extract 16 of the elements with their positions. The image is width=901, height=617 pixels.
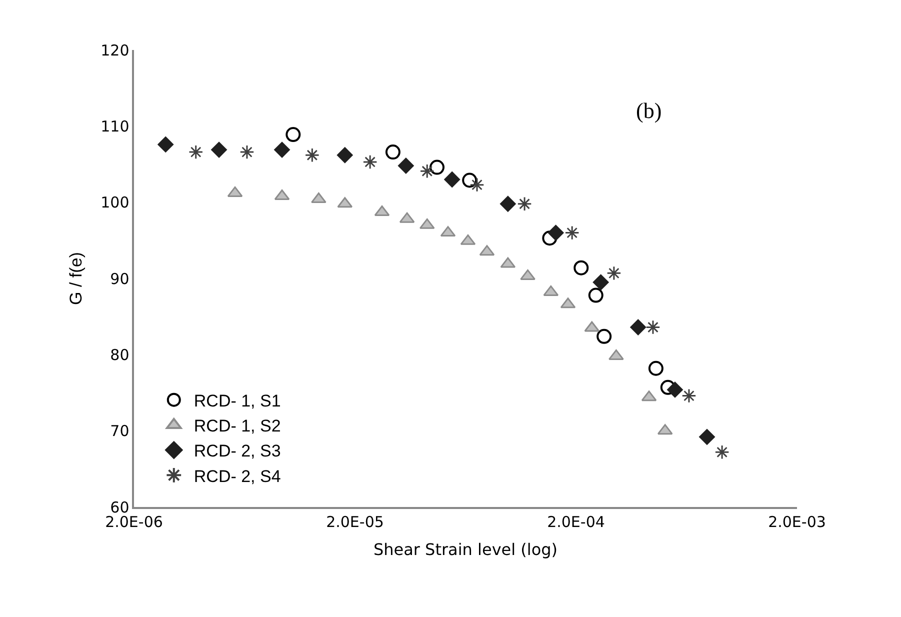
legend-label: RCD- 2, S4	[194, 466, 281, 486]
y-tick-label: 110	[100, 117, 130, 136]
y-tick-label: 70	[110, 422, 130, 440]
x-tick-label: 2.0E-04	[547, 512, 605, 531]
legend-label: RCD- 1, S2	[194, 416, 281, 436]
y-tick-label: 90	[110, 270, 130, 288]
legend-label: RCD- 2, S3	[194, 442, 281, 461]
y-tick-label: 100	[100, 194, 130, 212]
legend-label: RCD- 1, S1	[194, 391, 281, 410]
annotation: (b)	[636, 98, 662, 123]
y-tick-label: 120	[100, 41, 130, 60]
y-axis-title: G / f(e)	[66, 252, 86, 305]
x-tick-label: 2.0E-03	[768, 512, 826, 531]
y-tick-label: 80	[110, 346, 130, 364]
x-axis-title: Shear Strain level (log)	[373, 540, 558, 559]
x-tick-label: 2.0E-05	[326, 512, 384, 531]
